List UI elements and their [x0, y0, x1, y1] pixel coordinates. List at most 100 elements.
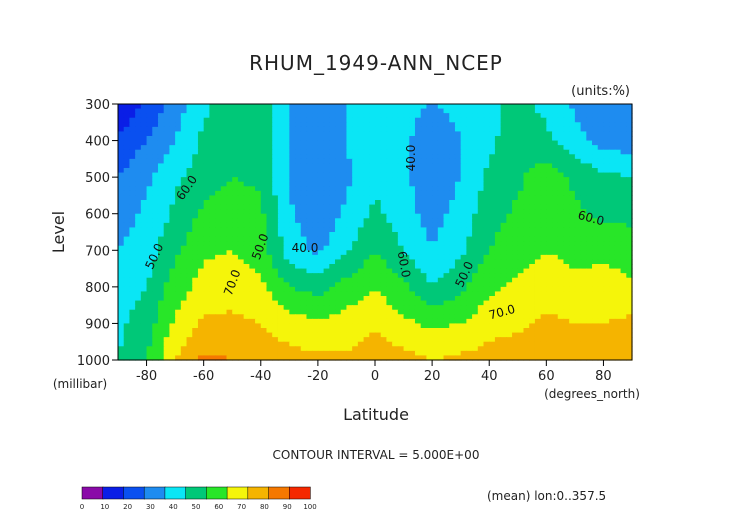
field-cell: [129, 200, 136, 206]
field-cell: [426, 300, 433, 306]
field-cell: [614, 213, 622, 219]
field-cell: [357, 286, 365, 293]
field-cell: [403, 218, 410, 224]
field-cell: [340, 136, 348, 142]
field-cell: [580, 282, 587, 288]
field-cell: [232, 218, 239, 224]
field-cell: [443, 117, 450, 123]
field-cell: [500, 232, 507, 238]
field-cell: [540, 131, 547, 137]
field-cell: [243, 259, 250, 265]
field-cell: [352, 154, 359, 160]
field-cell: [540, 259, 547, 265]
field-cell: [552, 282, 559, 288]
field-cell: [375, 355, 382, 361]
field-cell: [506, 227, 513, 233]
field-cell: [609, 131, 616, 137]
field-cell: [489, 145, 496, 151]
field-cell: [586, 332, 593, 338]
field-cell: [397, 145, 405, 151]
field-cell: [546, 300, 553, 306]
field-cell: [123, 177, 131, 183]
field-cell: [249, 108, 256, 114]
field-cell: [135, 318, 142, 325]
field-cell: [534, 259, 542, 265]
field-cell: [203, 195, 210, 201]
field-cell: [426, 277, 433, 283]
field-cell: [157, 113, 165, 119]
field-cell: [118, 346, 125, 352]
field-cell: [175, 186, 182, 192]
field-cell: [512, 305, 519, 311]
field-cell: [180, 323, 188, 329]
field-cell: [295, 332, 302, 338]
field-cell: [203, 341, 210, 347]
field-cell: [546, 204, 553, 210]
field-cell: [169, 254, 176, 261]
field-cell: [135, 140, 142, 146]
field-cell: [466, 149, 473, 155]
field-cell: [226, 158, 233, 165]
field-cell: [335, 126, 342, 133]
field-cell: [129, 172, 136, 178]
field-cell: [249, 145, 256, 151]
field-cell: [146, 117, 153, 123]
field-cell: [266, 318, 273, 325]
field-cell: [163, 337, 170, 343]
field-cell: [340, 332, 348, 338]
field-cell: [626, 113, 633, 119]
field-cell: [352, 140, 359, 146]
field-cell: [586, 245, 593, 251]
field-cell: [626, 337, 633, 343]
field-cell: [380, 181, 388, 187]
field-cell: [317, 131, 325, 137]
field-cell: [249, 277, 256, 283]
field-cell: [420, 296, 427, 302]
field-cell: [523, 209, 530, 215]
field-cell: [506, 154, 513, 160]
field-cell: [420, 346, 427, 352]
field-cell: [163, 108, 170, 114]
field-cell: [243, 254, 250, 261]
field-cell: [563, 227, 570, 233]
field-cell: [534, 154, 542, 160]
field-cell: [397, 277, 405, 283]
field-cell: [529, 273, 536, 279]
field-cell: [306, 277, 313, 283]
field-cell: [312, 204, 319, 210]
field-cell: [192, 232, 199, 238]
field-cell: [152, 286, 159, 293]
field-cell: [340, 140, 348, 146]
field-cell: [175, 181, 182, 187]
field-cell: [534, 186, 542, 192]
field-cell: [352, 337, 359, 343]
field-cell: [552, 305, 559, 311]
field-cell: [335, 122, 342, 128]
field-cell: [603, 181, 610, 187]
field-cell: [523, 286, 530, 293]
field-cell: [317, 241, 325, 247]
field-cell: [163, 177, 170, 183]
field-cell: [414, 172, 422, 178]
field-cell: [626, 154, 633, 160]
field-cell: [586, 158, 593, 165]
field-cell: [597, 172, 605, 178]
field-cell: [489, 136, 496, 142]
field-cell: [186, 108, 193, 114]
field-cell: [346, 209, 353, 215]
field-cell: [175, 346, 182, 352]
field-cell: [306, 149, 313, 155]
field-cell: [232, 204, 239, 210]
field-cell: [489, 264, 496, 270]
field-cell: [586, 328, 593, 334]
field-cell: [403, 332, 410, 338]
field-cell: [432, 200, 439, 206]
field-cell: [203, 104, 210, 110]
field-cell: [557, 264, 565, 270]
field-cell: [272, 350, 279, 357]
field-cell: [449, 318, 456, 325]
field-cell: [340, 286, 348, 293]
field-cell: [534, 181, 542, 187]
field-cell: [597, 108, 605, 114]
field-cell: [352, 264, 359, 270]
